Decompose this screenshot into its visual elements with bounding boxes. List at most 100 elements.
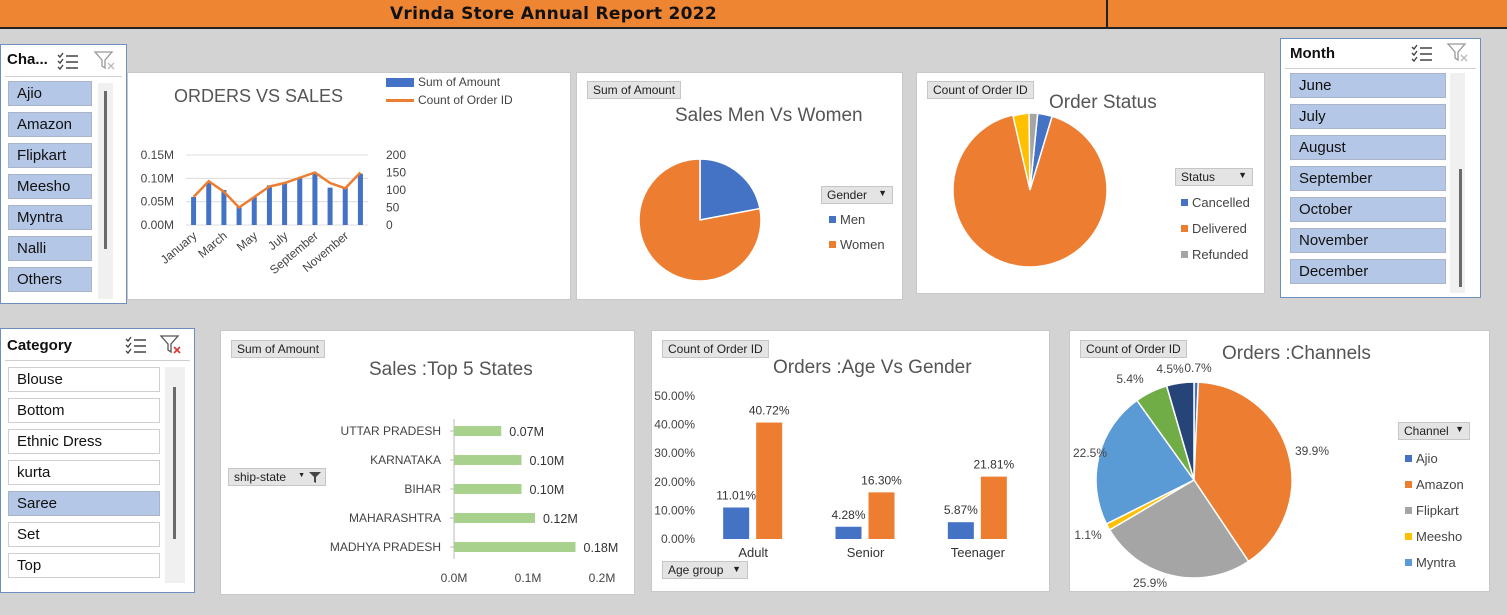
x-tick-label: March <box>195 229 230 261</box>
women-swatch <box>829 241 836 248</box>
sales-bar <box>191 197 197 225</box>
orders-vs-sales-panel: ORDERS VS SALES Sum of Amount Count of O… <box>127 72 571 300</box>
age-gender-data-label: 21.81% <box>973 458 1014 472</box>
slicer-item-myntra[interactable]: Myntra <box>8 205 92 230</box>
value-field-button[interactable]: Count of Order ID <box>1080 340 1187 358</box>
channel-legend-filter[interactable]: Channel ▼ <box>1398 422 1470 440</box>
left-tick-label: 0.00M <box>141 218 174 232</box>
state-data-label: 0.12M <box>543 512 578 526</box>
orders-vs-sales-chart: 0.15M0.10M0.05M0.00M200150100500JanuaryM… <box>141 148 407 277</box>
channel-data-label: 25.9% <box>1133 576 1167 590</box>
age-gender-chart: 50.00% 40.00% 30.00% 20.00% 10.00% 0.00% 11.01… <box>654 389 1014 560</box>
top-states-chart: UTTAR PRADESH 0.07M KARNATAKA 0.10M BIHAR 0.1… <box>330 419 618 585</box>
clear-filter-icon[interactable] <box>1446 42 1470 64</box>
gender-legend-filter[interactable]: Gender ▼ <box>821 186 893 204</box>
refunded-swatch <box>1181 251 1188 258</box>
x-tick-label: January <box>158 229 200 267</box>
slicer-item-saree[interactable]: Saree <box>8 491 160 516</box>
pie-slice <box>638 158 762 282</box>
slicer-item-september[interactable]: September <box>1290 166 1446 191</box>
sales-bar <box>357 173 363 225</box>
slicer-item-kurta[interactable]: kurta <box>8 460 160 485</box>
scrollbar-thumb[interactable] <box>173 387 176 539</box>
month-slicer[interactable]: Month June July August September October Nove… <box>1280 38 1481 298</box>
y-tick-label: 10.00% <box>654 503 695 517</box>
legend-myntra: Myntra <box>1416 555 1456 570</box>
top-states-panel: Sum of Amount Sales :Top 5 States ship-s… <box>220 330 635 595</box>
slicer-item-october[interactable]: October <box>1290 197 1446 222</box>
sales-bar <box>297 178 303 225</box>
slicer-scrollbar[interactable] <box>165 367 185 583</box>
slicer-item-meesho[interactable]: Meesho <box>8 174 92 199</box>
slicer-item-june[interactable]: June <box>1290 73 1446 98</box>
slicer-item-flipkart[interactable]: Flipkart <box>8 143 92 168</box>
right-tick-label: 200 <box>386 148 406 162</box>
x-tick-label: 0.1M <box>515 571 542 585</box>
multi-select-icon[interactable] <box>1411 44 1433 62</box>
scrollbar-thumb[interactable] <box>104 91 107 249</box>
age-group-label: Adult <box>738 545 768 560</box>
scrollbar-thumb[interactable] <box>1459 169 1462 287</box>
channel-data-label: 39.9% <box>1295 444 1329 458</box>
sales-bar <box>251 197 257 225</box>
value-field-button[interactable]: Count of Order ID <box>662 340 769 358</box>
multi-select-icon[interactable] <box>125 336 147 354</box>
slicer-item-nalli[interactable]: Nalli <box>8 236 92 261</box>
slicer-item-november[interactable]: November <box>1290 228 1446 253</box>
age-group-label: Age group <box>668 563 724 577</box>
slicer-item-december[interactable]: December <box>1290 259 1446 284</box>
slicer-item-ajio[interactable]: Ajio <box>8 81 92 106</box>
slicer-divider <box>1285 68 1476 69</box>
slicer-item-set[interactable]: Set <box>8 522 160 547</box>
clear-filter-icon[interactable] <box>159 334 183 356</box>
legend-line-swatch <box>386 99 414 102</box>
slicer-item-august[interactable]: August <box>1290 135 1446 160</box>
age-gender-bar <box>835 526 862 539</box>
age-group-label: Senior <box>847 545 885 560</box>
state-label: KARNATAKA <box>370 453 441 467</box>
channel-slicer[interactable]: Cha... Ajio Amazon Flipkart Meesho Myntra Nal… <box>0 44 127 304</box>
slicer-divider <box>5 360 190 361</box>
state-bar <box>454 542 576 552</box>
men-swatch <box>829 216 836 223</box>
slicer-item-top[interactable]: Top <box>8 553 160 578</box>
clear-filter-icon[interactable] <box>93 50 117 72</box>
slicer-item-bottom[interactable]: Bottom <box>8 398 160 423</box>
top-states-title: Sales :Top 5 States <box>369 359 533 380</box>
value-field-button[interactable]: Count of Order ID <box>927 81 1034 99</box>
sales-gender-title: Sales Men Vs Women <box>675 105 863 126</box>
pie-slice <box>1108 478 1250 579</box>
state-label: MAHARASHTRA <box>349 511 441 525</box>
gender-legend-title: Gender <box>827 188 868 202</box>
x-tick-label: 0.2M <box>589 571 616 585</box>
state-bar <box>454 513 535 523</box>
pie-slice <box>699 158 761 221</box>
age-gender-bar <box>723 507 750 539</box>
ship-state-filter[interactable]: ship-state ▼ <box>228 468 326 486</box>
order-status-panel: Count of Order ID Order Status Status ▼ C… <box>916 72 1265 294</box>
multi-select-icon[interactable] <box>57 52 79 70</box>
slicer-scrollbar[interactable] <box>1450 73 1465 293</box>
value-field-button[interactable]: Sum of Amount <box>587 81 682 99</box>
slicer-item-ethnic-dress[interactable]: Ethnic Dress <box>8 429 160 454</box>
slicer-item-amazon[interactable]: Amazon <box>8 112 92 137</box>
age-gender-data-label: 4.28% <box>831 508 865 522</box>
orders-vs-sales-title: ORDERS VS SALES <box>174 86 344 106</box>
state-data-label: 0.07M <box>509 425 544 439</box>
category-slicer[interactable]: Category Blouse Bottom Ethnic Dress kurta Sa… <box>0 328 195 593</box>
age-gender-data-label: 16.30% <box>861 473 902 487</box>
slicer-item-july[interactable]: July <box>1290 104 1446 129</box>
age-group-filter[interactable]: Age group ▼ <box>662 561 748 579</box>
status-legend-filter[interactable]: Status ▼ <box>1175 168 1253 186</box>
slicer-item-others[interactable]: Others <box>8 267 92 292</box>
sales-bar <box>327 187 333 225</box>
value-field-button[interactable]: Sum of Amount <box>231 340 326 358</box>
left-tick-label: 0.10M <box>141 171 174 185</box>
channel-data-label: 4.5% <box>1156 362 1184 376</box>
sales-bar <box>282 183 288 225</box>
category-slicer-title: Category <box>7 337 73 354</box>
slicer-scrollbar[interactable] <box>98 83 113 299</box>
channel-legend-swatch <box>1405 559 1412 566</box>
age-gender-bar <box>947 522 974 539</box>
slicer-item-blouse[interactable]: Blouse <box>8 367 160 392</box>
